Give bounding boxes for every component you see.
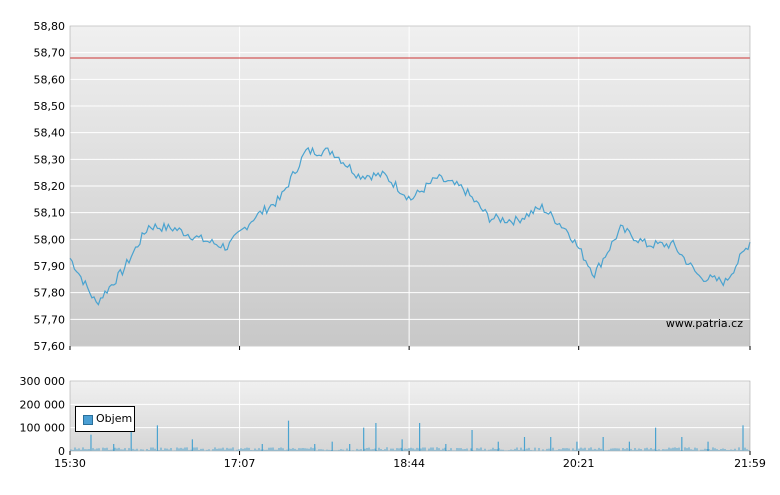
volume-legend: Objem — [75, 406, 135, 432]
volume-plot-area — [70, 381, 750, 451]
price-panel: 58,80 58,70 58,60 58,50 58,40 58,30 58,20 58,10… — [34, 20, 751, 353]
volume-y-tick-label: 200 000 — [20, 398, 66, 411]
x-tick-label: 17:07 — [224, 457, 256, 470]
legend-label: Objem — [96, 412, 132, 425]
price-y-tick-label: 58,50 — [34, 100, 66, 113]
x-tick-label: 21:59 — [734, 457, 766, 470]
price-y-tick-label: 57,80 — [34, 287, 66, 300]
price-y-tick-label: 57,60 — [34, 340, 66, 353]
price-y-tick-label: 58,40 — [34, 127, 66, 140]
price-y-tick-label: 58,30 — [34, 153, 66, 166]
x-tick-label: 15:30 — [54, 457, 86, 470]
price-y-tick-label: 57,90 — [34, 260, 66, 273]
legend-swatch — [83, 415, 93, 425]
price-y-tick-label: 57,70 — [34, 313, 66, 326]
price-y-tick-label: 58,00 — [34, 233, 66, 246]
x-tick-label: 20:21 — [563, 457, 595, 470]
x-tick-label: 18:44 — [393, 457, 425, 470]
price-y-tick-label: 58,70 — [34, 47, 66, 60]
price-y-tick-label: 58,20 — [34, 180, 66, 193]
price-y-tick-label: 58,80 — [34, 20, 66, 33]
price-y-tick-label: 58,60 — [34, 73, 66, 86]
volume-y-tick-label: 100 000 — [20, 422, 66, 435]
watermark-text: www.patria.cz — [666, 317, 743, 330]
price-y-tick-label: 58,10 — [34, 207, 66, 220]
volume-y-tick-label: 300 000 — [20, 375, 66, 388]
